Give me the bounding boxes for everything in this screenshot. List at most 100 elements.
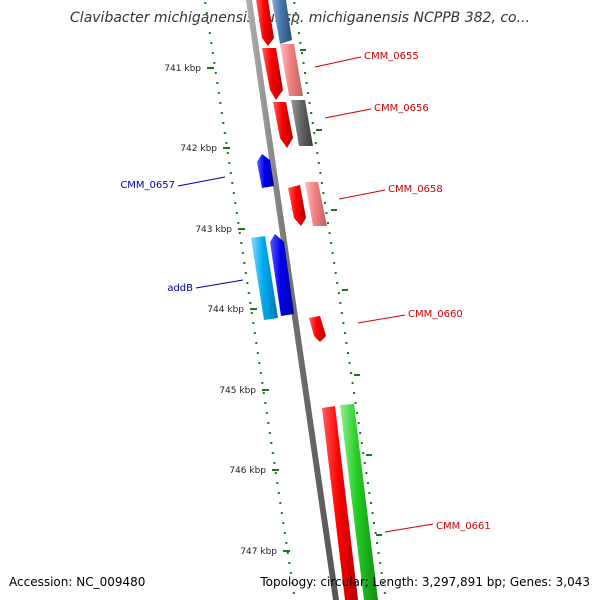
track-dot bbox=[322, 192, 325, 194]
gene-feature-cmm0657[interactable] bbox=[257, 154, 274, 188]
track-dot bbox=[330, 242, 333, 244]
leader-cmm0660 bbox=[357, 314, 406, 324]
track-dot bbox=[382, 582, 385, 584]
track-dot bbox=[313, 132, 316, 134]
gene-label-cmm0661[interactable]: CMM_0661 bbox=[436, 521, 491, 532]
gene-label-cmm0655[interactable]: CMM_0655 bbox=[364, 51, 419, 62]
leader-addb bbox=[195, 279, 244, 289]
gene-feature-cmm0655[interactable] bbox=[280, 44, 303, 96]
reverse-genes bbox=[251, 154, 294, 320]
track-dot bbox=[204, 2, 207, 4]
gene-feature-addb-cyan[interactable] bbox=[251, 236, 278, 320]
track-dot bbox=[235, 212, 238, 214]
track-dot bbox=[213, 62, 216, 64]
track-dot bbox=[217, 92, 220, 94]
tick-track-left bbox=[204, 2, 295, 594]
track-dot bbox=[311, 122, 314, 124]
track-dot bbox=[226, 152, 229, 154]
track-dot bbox=[354, 402, 357, 404]
track-dot bbox=[308, 102, 311, 104]
track-dot bbox=[296, 22, 299, 24]
track-dot bbox=[216, 82, 219, 84]
track-dot bbox=[283, 532, 286, 534]
track-dot bbox=[327, 222, 329, 224]
track-dot bbox=[305, 82, 308, 84]
track-dot bbox=[277, 492, 280, 494]
track-dot bbox=[342, 322, 345, 324]
gene-feature-cmm0655-red[interactable] bbox=[262, 48, 283, 100]
right-track-dashes bbox=[300, 49, 382, 536]
track-dot bbox=[339, 302, 342, 304]
track-dot bbox=[345, 342, 348, 344]
tick-track-right bbox=[293, 2, 386, 594]
track-dot bbox=[301, 52, 303, 54]
track-dot bbox=[331, 252, 334, 254]
track-dot bbox=[377, 552, 380, 554]
track-dot bbox=[286, 552, 289, 554]
gene-feature-cmm0658[interactable] bbox=[305, 182, 327, 226]
gene-feature-addb[interactable] bbox=[270, 234, 294, 316]
leader-cmm0656 bbox=[324, 108, 372, 119]
tick-label-743: 743 kbp bbox=[195, 225, 232, 235]
track-dot bbox=[294, 12, 297, 14]
track-dot bbox=[232, 192, 235, 194]
track-dot bbox=[210, 42, 213, 44]
gene-feature-cmm0658-red[interactable] bbox=[288, 185, 306, 226]
genome-backbone bbox=[246, 0, 339, 600]
track-dot bbox=[231, 182, 234, 184]
track-dot bbox=[317, 162, 320, 164]
track-dot bbox=[314, 142, 317, 144]
tick-label-747: 747 kbp bbox=[240, 547, 277, 557]
track-dot bbox=[264, 402, 267, 404]
track-dot bbox=[293, 2, 296, 4]
leader-cmm0657 bbox=[177, 176, 226, 187]
track-dot bbox=[274, 472, 277, 474]
track-dot bbox=[304, 72, 306, 74]
label-leaders bbox=[177, 56, 434, 533]
track-dot bbox=[376, 542, 379, 544]
track-dot bbox=[292, 592, 295, 594]
track-dot bbox=[225, 142, 228, 144]
gene-feature-cmm0660[interactable] bbox=[309, 316, 326, 342]
gene-feature-cmm0661-red[interactable] bbox=[322, 406, 358, 600]
track-dot bbox=[246, 282, 249, 284]
gene-feature-top-red[interactable] bbox=[256, 0, 274, 46]
gene-label-cmm0660[interactable]: CMM_0660 bbox=[408, 309, 463, 320]
tick-label-741: 741 kbp bbox=[164, 64, 201, 74]
track-dot bbox=[237, 222, 240, 224]
gene-feature-top-steel[interactable] bbox=[272, 0, 292, 44]
gene-label-cmm0657[interactable]: CMM_0657 bbox=[120, 180, 175, 191]
track-dot bbox=[310, 112, 313, 114]
track-dot bbox=[366, 482, 369, 484]
track-dot bbox=[262, 392, 265, 394]
track-dot bbox=[268, 432, 271, 434]
track-dot bbox=[291, 582, 294, 584]
gene-feature-cmm0661[interactable] bbox=[340, 404, 378, 600]
tick-label-742: 742 kbp bbox=[180, 144, 217, 154]
gene-label-addb[interactable]: addB bbox=[167, 283, 193, 294]
gene-label-cmm0658[interactable]: CMM_0658 bbox=[388, 184, 443, 195]
track-dot bbox=[307, 92, 310, 94]
track-dot bbox=[247, 292, 250, 294]
track-dot bbox=[336, 282, 339, 284]
track-dot bbox=[319, 172, 322, 174]
track-dot bbox=[267, 422, 270, 424]
track-dot bbox=[223, 132, 226, 134]
track-dot bbox=[360, 442, 363, 444]
accession-text: Accession: NC_009480 bbox=[9, 575, 146, 589]
track-dot bbox=[368, 492, 371, 494]
track-dot bbox=[362, 452, 365, 454]
track-dot bbox=[357, 422, 360, 424]
track-dot bbox=[234, 202, 237, 204]
track-dot bbox=[348, 362, 351, 364]
track-dot bbox=[238, 232, 241, 234]
gene-label-cmm0656[interactable]: CMM_0656 bbox=[374, 103, 429, 114]
track-dot bbox=[356, 412, 359, 414]
gene-feature-cmm0656-red[interactable] bbox=[273, 102, 293, 148]
gene-feature-cmm0656[interactable] bbox=[291, 100, 313, 146]
track-dot bbox=[365, 472, 368, 474]
track-dot bbox=[374, 532, 377, 534]
track-dot bbox=[337, 292, 340, 294]
map-title: Clavibacter michiganensis subsp. michiga… bbox=[70, 10, 530, 26]
